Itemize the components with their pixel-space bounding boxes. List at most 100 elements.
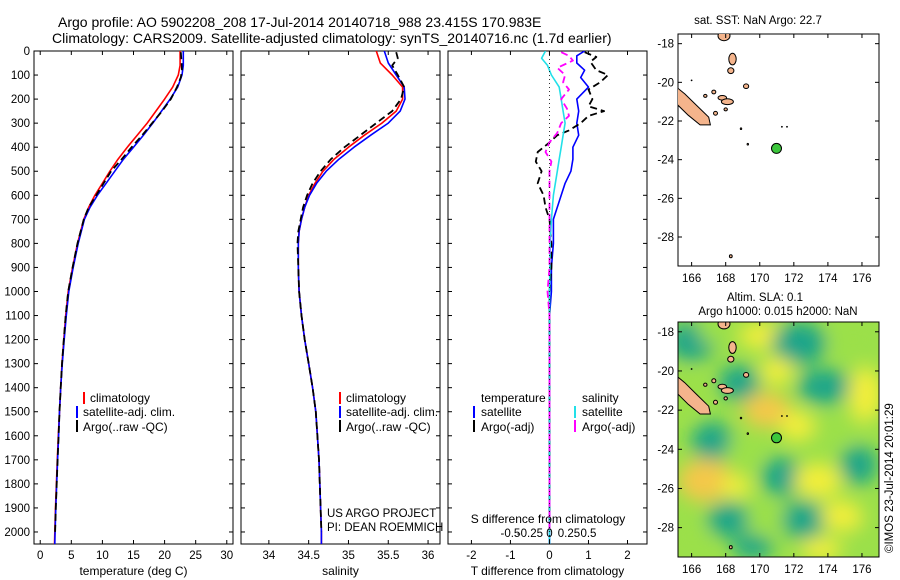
sla-field-patch bbox=[759, 357, 794, 385]
map1-title: sat. SST: NaN Argo: 22.7 bbox=[694, 15, 822, 27]
depth-tick-label: 500 bbox=[11, 166, 30, 178]
sla-field-patch bbox=[718, 365, 760, 401]
top-scale-tick-label: 0 bbox=[546, 528, 552, 540]
map2-title-1: Altim. SLA: 0.1 bbox=[727, 292, 803, 304]
legend-climatology-label: climatology bbox=[90, 391, 150, 405]
x-tick-label: 35 bbox=[342, 550, 355, 562]
depth-tick-label: 1700 bbox=[4, 455, 30, 467]
x-tick-label: -2 bbox=[466, 550, 476, 562]
small-island bbox=[723, 107, 728, 112]
temperature-plot bbox=[53, 51, 185, 544]
map-y-tick-label: -22 bbox=[657, 405, 674, 417]
sla-field-patch bbox=[691, 421, 733, 462]
sla-map-content bbox=[678, 322, 879, 557]
depth-tick-label: 1100 bbox=[5, 311, 30, 323]
x-tick-label: 34 bbox=[262, 550, 275, 562]
depth-tick-label: 1300 bbox=[4, 359, 30, 371]
islet-dot bbox=[690, 368, 693, 370]
top-scale-tick-label: 0.5 bbox=[580, 528, 596, 540]
small-island bbox=[746, 142, 749, 146]
map-x-tick-label: 170 bbox=[750, 564, 769, 576]
map-axes: 166 168 170 172 174 176 -18 -20 -22 -24 -26 -28 166 1… bbox=[657, 34, 879, 576]
islet-dot bbox=[786, 415, 788, 417]
islet-dot bbox=[781, 125, 783, 128]
sla-field-patch bbox=[725, 437, 760, 469]
map-y-tick-label: -20 bbox=[657, 77, 674, 89]
map-y-tick-label: -28 bbox=[657, 523, 674, 535]
series-line-2 bbox=[296, 51, 406, 533]
depth-axis: 0 100 200 300 400 500 600 700 800 900 1000 1100 1200… bbox=[4, 46, 647, 539]
sst-map-content bbox=[678, 34, 788, 259]
x-tick-label: 20 bbox=[158, 550, 171, 562]
sla-field-patch bbox=[678, 459, 733, 503]
islet-dot bbox=[786, 125, 788, 128]
argo-float-marker bbox=[771, 142, 782, 154]
sla-field-patch bbox=[839, 445, 878, 485]
legend-temperature-heading: temperature bbox=[481, 391, 546, 405]
x-axis-label: T difference from climatology bbox=[471, 564, 625, 578]
temperature-panel bbox=[33, 50, 234, 545]
credit-line-1: US ARGO PROJECT bbox=[327, 508, 436, 520]
map2-title-2: Argo h1000: 0.015 h2000: NaN bbox=[698, 306, 857, 318]
top-scale-tick-label: -0.5 bbox=[501, 528, 521, 540]
map-x-tick-label: 166 bbox=[682, 273, 701, 285]
x-tick-label: 36 bbox=[422, 550, 435, 562]
x-tick-label: 34.5 bbox=[297, 550, 319, 562]
x-axis-label: temperature (deg C) bbox=[79, 564, 187, 578]
small-island bbox=[727, 67, 735, 75]
sla-field-patch bbox=[678, 521, 709, 554]
depth-tick-label: 1500 bbox=[4, 407, 30, 419]
legend-t-argo-label: Argo(-adj) bbox=[481, 420, 534, 434]
legend-salinity-heading: salinity bbox=[582, 391, 619, 405]
sla-field-patch bbox=[761, 457, 803, 497]
sla-field-patch bbox=[696, 322, 738, 344]
x-tick-label: 15 bbox=[127, 550, 140, 562]
legend-t-satellite-label: satellite bbox=[481, 405, 522, 419]
small-island bbox=[739, 416, 743, 420]
small-island bbox=[711, 89, 717, 95]
difference-legend: temperature salinity satellite Argo(-adj… bbox=[473, 391, 635, 434]
x-axis-label: salinity bbox=[322, 564, 359, 578]
salinity-plot bbox=[296, 51, 406, 544]
sla-field-patch bbox=[848, 367, 879, 422]
small-island bbox=[728, 341, 737, 354]
salinity-panel bbox=[240, 50, 441, 545]
map-y-tick-label: -26 bbox=[657, 193, 674, 205]
x-tick-label: 0 bbox=[37, 550, 43, 562]
sla-field-patch bbox=[780, 410, 815, 442]
depth-tick-label: 1900 bbox=[4, 503, 30, 515]
depth-tick-label: 1800 bbox=[4, 479, 30, 491]
depth-tick-label: 800 bbox=[11, 238, 30, 250]
sla-field-patch bbox=[814, 416, 859, 444]
argo-float-marker bbox=[771, 432, 782, 444]
small-island bbox=[717, 34, 731, 42]
sla-field-patch bbox=[829, 323, 878, 356]
islet-dot bbox=[690, 79, 693, 82]
salinity-legend: climatology satellite-adj. clim. Argo(..… bbox=[327, 391, 443, 534]
credit-line-2: PI: DEAN ROEMMICH bbox=[327, 522, 443, 534]
map-y-tick-label: -28 bbox=[657, 232, 674, 244]
depth-tick-label: 300 bbox=[11, 118, 30, 130]
legend-satellite-label: satellite-adj. clim. bbox=[346, 405, 438, 419]
small-island bbox=[703, 93, 708, 98]
x-tick-label: 35.5 bbox=[377, 550, 399, 562]
small-island bbox=[717, 322, 731, 330]
sla-field-patch bbox=[800, 537, 842, 557]
top-scale-tick-label: -0.25 bbox=[517, 528, 543, 540]
map-y-tick-label: -24 bbox=[657, 444, 674, 456]
depth-tick-label: 2000 bbox=[4, 527, 30, 539]
sla-field-patch bbox=[707, 502, 752, 538]
imos-side-label: ©IMOS 23-Jul-2014 20:01:29 bbox=[884, 403, 896, 553]
map-x-tick-label: 170 bbox=[750, 273, 769, 285]
top-scale-axis-label: S difference from climatology bbox=[471, 512, 626, 526]
small-island bbox=[711, 378, 717, 384]
map-y-tick-label: -20 bbox=[657, 366, 674, 378]
legend-satellite-label: satellite-adj. clim. bbox=[83, 405, 175, 419]
sla-field-patch bbox=[821, 500, 862, 532]
small-island bbox=[723, 396, 728, 401]
difference-plot bbox=[534, 51, 609, 544]
map-y-tick-label: -26 bbox=[657, 483, 674, 495]
x-tick-label: 5 bbox=[68, 550, 74, 562]
depth-tick-label: 700 bbox=[11, 214, 30, 226]
header-line-1: Argo profile: AO 5902208_208 17-Jul-2014… bbox=[58, 14, 541, 30]
